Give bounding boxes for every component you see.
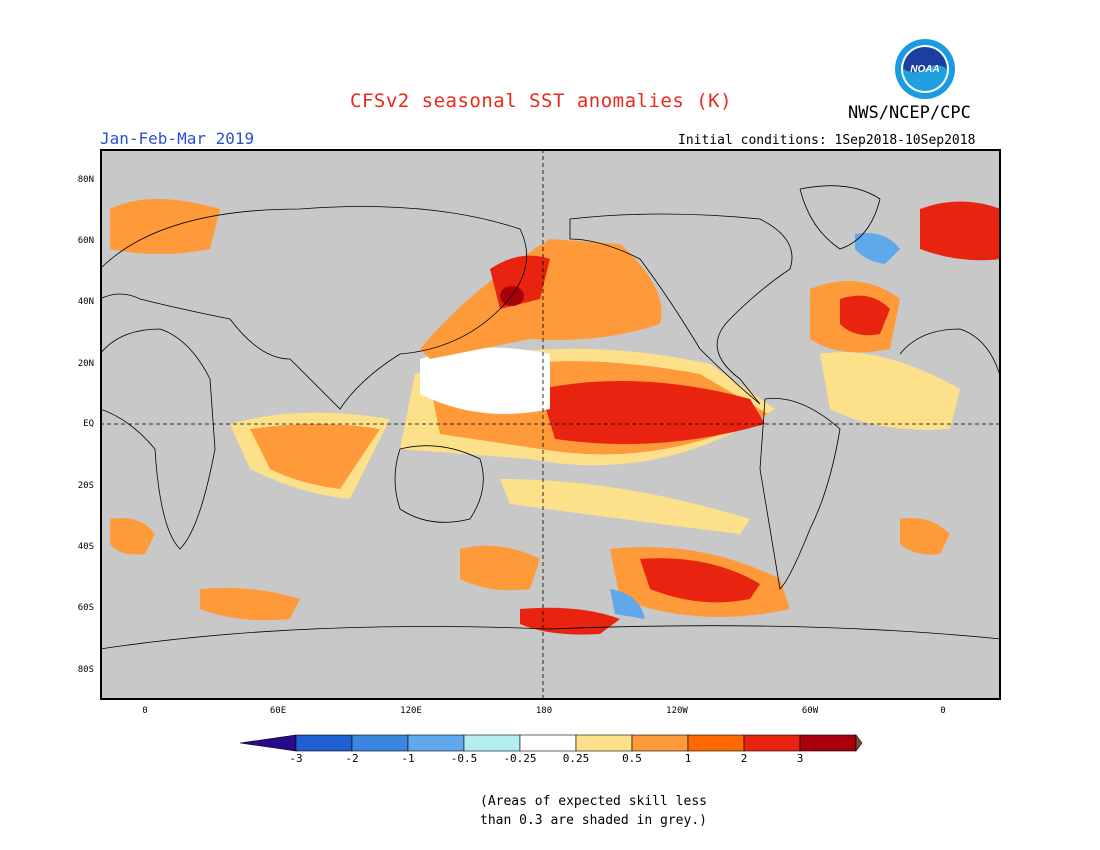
initial-conditions: Initial conditions: 1Sep2018-10Sep2018 [678, 133, 976, 148]
colorbar-bin [687, 734, 745, 752]
svg-text:NOAA: NOAA [910, 64, 939, 75]
colorbar-bin [351, 734, 409, 752]
skill-footnote: (Areas of expected skill less than 0.3 a… [480, 792, 707, 830]
anomaly-cool-southern [610, 589, 645, 619]
lat-label-80s: 80S [77, 665, 94, 675]
continents [100, 185, 1001, 650]
lat-label-60n: 60N [77, 236, 94, 246]
colorbar-tick: 2 [740, 752, 748, 765]
color-scale-bar [240, 734, 862, 752]
anomaly-band-pacific-red [540, 381, 765, 444]
lon-label-60e: 60E [269, 706, 287, 716]
agency-label: NWS/NCEP/CPC [848, 103, 971, 123]
eurasia-outline [100, 206, 527, 410]
anomaly-south-pacific-red [640, 558, 760, 603]
colorbar-bin [799, 734, 857, 752]
footnote-line-2: than 0.3 are shaded in grey.) [480, 813, 707, 828]
colorbar-min-arrow [240, 734, 297, 752]
africa-outline-east [899, 328, 1001, 380]
south-america-outline [759, 398, 841, 590]
colorbar-tick: -2 [345, 752, 359, 765]
colorbar-bin [575, 734, 633, 752]
africa-outline [100, 328, 216, 550]
colorbar-tick: 1 [684, 752, 692, 765]
colorbar-bin [295, 734, 353, 752]
anomaly-southern-west [110, 518, 155, 555]
colorbar-tick: 0.5 [622, 752, 642, 765]
lat-label-eq: EQ [83, 419, 94, 429]
map-frame [100, 149, 1001, 700]
lat-label-40s: 40S [77, 542, 94, 552]
anomaly-tasman [460, 545, 540, 591]
colorbar-bin [407, 734, 465, 752]
lon-label-120e: 120E [400, 706, 422, 716]
colorbar-bin [463, 734, 521, 752]
anomaly-south-atlantic [900, 518, 950, 555]
lon-label-120w: 120W [666, 706, 688, 716]
colorbar-tick: 0.25 [562, 752, 590, 765]
lat-label-80n: 80N [77, 175, 94, 185]
footnote-line-1: (Areas of expected skill less [480, 794, 707, 809]
anomaly-white-west-pacific [420, 347, 550, 414]
colorbar-tick: -0.5 [450, 752, 478, 765]
anomaly-north-atlantic-red [840, 295, 890, 336]
anomaly-southern-ocean [520, 607, 620, 635]
ocean-anomalies [110, 199, 1001, 635]
colorbar-tick: -1 [401, 752, 415, 765]
colorbar-max-arrow [855, 734, 862, 752]
colorbar-tick: -3 [289, 752, 303, 765]
lat-label-60s: 60S [77, 603, 94, 613]
reference-lines [100, 149, 1001, 700]
anomaly-north-pacific [420, 239, 662, 359]
forecast-period: Jan-Feb-Mar 2019 [100, 129, 255, 148]
chart-title: CFSv2 seasonal SST anomalies (K) [350, 90, 733, 112]
anomaly-far-north-east [920, 201, 1001, 261]
anomaly-north-pacific-core [500, 286, 524, 306]
anomaly-south-indian [200, 587, 300, 621]
lat-label-40n: 40N [77, 297, 94, 307]
colorbar-bin [631, 734, 689, 752]
australia-outline [394, 445, 484, 523]
noaa-logo: NOAA [895, 39, 955, 99]
lon-label-180: 180 [535, 706, 553, 716]
colorbar-bin [743, 734, 801, 752]
sst-anomaly-map [100, 149, 1001, 700]
lat-label-20n: 20N [77, 359, 94, 369]
anomaly-tropical-atlantic [820, 352, 960, 430]
anomaly-cool-atlantic [855, 233, 900, 264]
anomaly-indian-ocean-orange [250, 424, 380, 489]
greenland-outline [799, 185, 881, 250]
north-america-outline [569, 213, 793, 405]
antarctica-outline [100, 625, 1001, 650]
colorbar-bin [519, 734, 577, 752]
lon-label-0-east: 0 [940, 706, 946, 716]
colorbar-tick: 3 [796, 752, 804, 765]
anomaly-south-pacific-light [500, 479, 750, 534]
lat-label-20s: 20S [77, 481, 94, 491]
lon-label-0: 0 [142, 706, 148, 716]
colorbar-tick: -0.25 [503, 752, 537, 765]
lon-label-60w: 60W [801, 706, 819, 716]
anomaly-far-north-atlantic [110, 199, 220, 254]
